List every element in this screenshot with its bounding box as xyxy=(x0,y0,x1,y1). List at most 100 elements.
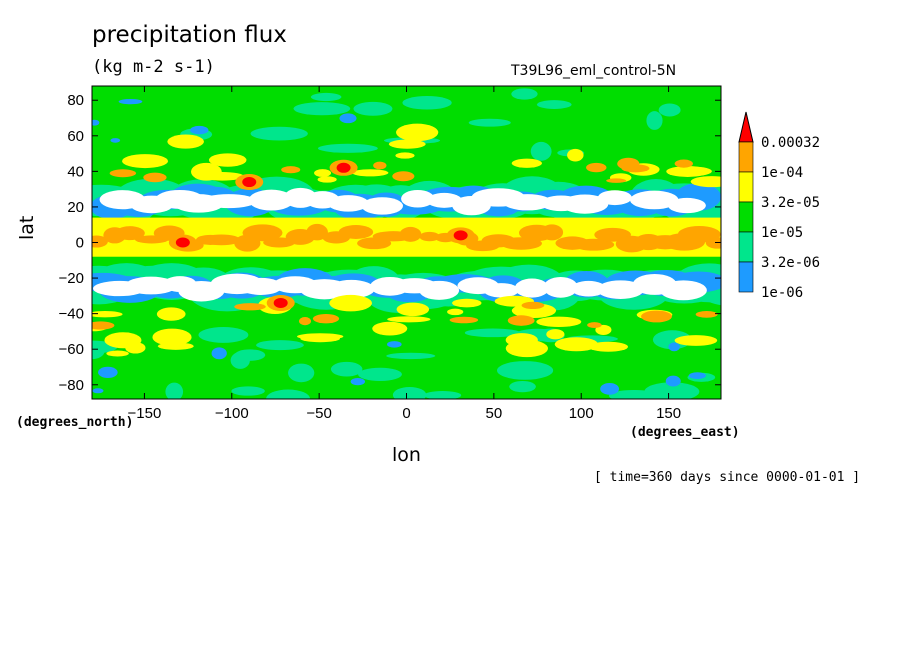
blue-patch xyxy=(110,138,121,143)
storm-track-orange xyxy=(109,169,137,178)
teal-patch xyxy=(530,141,552,161)
maximum-core xyxy=(273,297,288,308)
teal-patch xyxy=(464,328,521,338)
storm-track-orange xyxy=(521,301,545,310)
x-tick-label: −50 xyxy=(306,405,331,422)
dry-band-north-white xyxy=(401,189,435,208)
colorbar-swatch xyxy=(738,171,754,203)
itcz-orange xyxy=(399,226,422,242)
x-tick-label: 150 xyxy=(656,405,681,422)
storm-track-yellow xyxy=(666,166,710,177)
y-tick-label: −20 xyxy=(59,270,84,287)
storm-track-yellow xyxy=(536,316,582,328)
dry-band-north-white xyxy=(503,194,552,211)
dry-band-south-white xyxy=(239,277,283,295)
y-axis-label: lat xyxy=(16,215,38,240)
storm-track-yellow xyxy=(152,328,192,346)
teal-patch xyxy=(497,361,554,380)
blue-patch xyxy=(92,119,100,126)
storm-track-yellow xyxy=(674,335,718,346)
dry-band-north-white xyxy=(597,190,632,206)
y-tick-label: 40 xyxy=(67,163,84,180)
itcz-orange xyxy=(115,226,145,241)
teal-patch xyxy=(511,88,538,100)
storm-track-yellow xyxy=(106,350,129,357)
time-stamp: [ time=360 days since 0000-01-01 ] xyxy=(594,470,861,485)
teal-patch xyxy=(392,386,427,399)
storm-track-yellow xyxy=(372,321,408,336)
dry-band-south-white xyxy=(419,280,460,300)
storm-track-yellow xyxy=(125,342,146,354)
teal-patch xyxy=(386,352,436,360)
itcz-orange xyxy=(677,226,721,243)
storm-track-yellow xyxy=(191,162,222,181)
teal-patch xyxy=(658,103,681,117)
storm-track-orange xyxy=(92,321,115,330)
teal-patch xyxy=(608,389,659,399)
dry-band-north-white xyxy=(248,189,294,211)
blue-patch xyxy=(350,377,365,386)
storm-track-yellow xyxy=(447,308,464,316)
blue-patch xyxy=(600,383,620,395)
blue-patch xyxy=(668,342,680,352)
y-tick-label: 20 xyxy=(67,199,84,216)
blue-patch xyxy=(688,372,706,380)
teal-patch xyxy=(646,111,663,130)
itcz-orange xyxy=(419,231,440,242)
blue-patch xyxy=(211,347,227,360)
teal-patch xyxy=(288,363,315,383)
storm-track-orange xyxy=(281,166,301,174)
colorbar-label: 1e-05 xyxy=(761,225,803,241)
teal-patch xyxy=(231,386,265,396)
storm-track-yellow xyxy=(122,154,169,169)
storm-track-orange xyxy=(143,172,167,183)
dry-band-south-white xyxy=(483,283,520,298)
y-tick-label: −80 xyxy=(59,377,84,394)
maximum-core xyxy=(242,177,257,188)
teal-patch xyxy=(165,382,184,399)
teal-patch xyxy=(402,95,452,110)
maximum-core xyxy=(453,230,468,241)
colorbar-extend-max xyxy=(738,111,754,143)
y-unit-note: (degrees_north) xyxy=(16,415,134,430)
dry-band-north-white xyxy=(630,190,679,210)
storm-track-yellow xyxy=(452,298,482,308)
y-tick-label: −40 xyxy=(59,306,84,323)
storm-track-yellow xyxy=(388,139,426,149)
storm-track-yellow xyxy=(396,302,430,317)
blue-patch xyxy=(665,375,681,387)
colorbar-swatch xyxy=(738,201,754,233)
teal-patch xyxy=(230,352,250,369)
storm-track-orange xyxy=(586,162,607,173)
dry-band-north-white xyxy=(327,195,369,212)
storm-track-yellow xyxy=(300,335,340,343)
storm-track-yellow xyxy=(92,311,123,318)
y-tick-label: 80 xyxy=(67,92,84,109)
x-tick-label: −100 xyxy=(215,405,249,422)
dry-band-north-white xyxy=(561,194,609,214)
x-axis-label: lon xyxy=(392,444,421,466)
storm-track-orange xyxy=(606,178,627,183)
itcz-orange xyxy=(540,224,564,241)
storm-track-orange xyxy=(392,171,415,182)
blue-patch xyxy=(339,113,357,124)
storm-track-orange xyxy=(507,315,535,326)
storm-track-orange xyxy=(234,303,266,311)
teal-patch xyxy=(468,118,511,127)
storm-track-yellow xyxy=(395,152,415,159)
maximum-core xyxy=(336,162,351,173)
storm-track-yellow xyxy=(387,316,431,323)
storm-track-yellow xyxy=(157,342,194,350)
blue-patch xyxy=(98,366,118,378)
x-tick-label: 0 xyxy=(402,405,410,422)
colorbar-label: 0.00032 xyxy=(761,135,820,151)
storm-track-yellow xyxy=(567,148,584,162)
storm-track-yellow xyxy=(352,169,389,177)
storm-track-yellow xyxy=(690,176,721,188)
itcz-orange xyxy=(242,224,283,242)
itcz-orange xyxy=(572,238,615,251)
storm-track-orange xyxy=(312,313,340,324)
chart-units: (kg m-2 s-1) xyxy=(92,57,215,77)
dry-band-north-white xyxy=(361,197,404,215)
